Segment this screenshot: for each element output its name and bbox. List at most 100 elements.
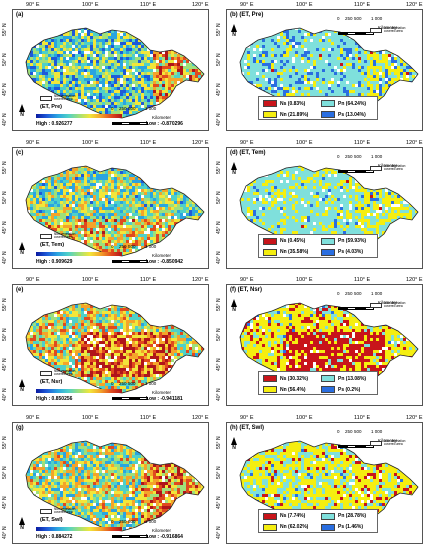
latitude-label: 45° N bbox=[2, 83, 8, 96]
north-label: N bbox=[232, 169, 236, 176]
scale-tick: 1 000 bbox=[371, 428, 383, 434]
colorbar-high-label: High : 0.909629 bbox=[36, 258, 73, 265]
significance-legend: Ns (0.83%) Pn (64.24%) Nn (21.89%) Ps (13.0… bbox=[258, 96, 378, 120]
map-canvas bbox=[25, 302, 205, 394]
non-vegetation-legend-swatch bbox=[40, 96, 52, 101]
north-label: N bbox=[20, 249, 24, 256]
legend-label-nn: Nn (35.58%) bbox=[280, 249, 309, 255]
longitude-label: 90° E bbox=[240, 414, 254, 421]
legend-label-pn: Pn (59.93%) bbox=[338, 238, 367, 244]
map-canvas bbox=[25, 27, 205, 119]
longitude-label: 90° E bbox=[26, 139, 40, 146]
scale-tick: 1 000 bbox=[371, 291, 383, 296]
latitude-label: 50° N bbox=[2, 190, 8, 204]
scale-tick: 250 bbox=[119, 243, 127, 249]
colorbar bbox=[36, 389, 122, 393]
longitude-label: 100° E bbox=[296, 2, 313, 8]
latitude-label: 55° N bbox=[216, 435, 222, 449]
scale-bar bbox=[338, 22, 374, 35]
legend-label-ps: Ps (0.2%) bbox=[338, 386, 361, 393]
legend-swatch-pn bbox=[321, 100, 335, 107]
scale-tick: 500 bbox=[128, 518, 136, 524]
colorbar bbox=[36, 526, 122, 531]
map-panel-left: 90° E 100° E 110° E 120° E 55° N 50° N 45° N 40… bbox=[0, 275, 214, 412]
legend-item-ns: Ns (7.74%) bbox=[263, 512, 306, 520]
legend-swatch-ps bbox=[321, 248, 335, 256]
legend-label-pn: Pn (28.78%) bbox=[338, 513, 367, 519]
scale-tick: 500 bbox=[354, 153, 362, 159]
map-panel-right: 90° E 100° E 110° E 120° E 55° N 50° N 45° N 40… bbox=[214, 0, 428, 137]
latitude-label: 45° N bbox=[216, 495, 222, 509]
map-panel-left: 90° E 100° E 110° E 120° E 55° N 50° N 45° N 40… bbox=[0, 0, 214, 137]
panel-label: (b) (ET, Pre) bbox=[230, 12, 264, 18]
latitude-label: 45° N bbox=[216, 358, 222, 371]
longitude-label: 100° E bbox=[296, 139, 313, 146]
significance-legend: Ns (7.74%) Pn (28.78%) Nn (62.02%) Ps (1.46… bbox=[258, 508, 378, 533]
map-panel-left: 90° E 100° E 110° E 120° E 55° N 50° N 45° N 40… bbox=[0, 413, 214, 550]
longitude-label: 100° E bbox=[82, 414, 99, 421]
colorbar-high-label: High : 0.884272 bbox=[36, 533, 73, 540]
scale-bar bbox=[338, 160, 374, 173]
longitude-label: 120° E bbox=[406, 139, 423, 146]
longitude-label: 90° E bbox=[240, 139, 254, 146]
latitude-label: 50° N bbox=[216, 53, 222, 66]
panel-subtitle: (ET, Pre) bbox=[40, 104, 63, 110]
north-arrow-icon: N bbox=[230, 24, 238, 38]
non-vegetation-legend-label: Non vegetation covered area bbox=[384, 26, 406, 34]
scale-tick: 0 bbox=[337, 428, 340, 434]
scale-tick: 250 bbox=[345, 291, 353, 296]
map-panel-right: 90° E 100° E 110° E 120° E 55° N 50° N 45° N 40… bbox=[214, 413, 428, 550]
legend-swatch-nn bbox=[263, 523, 277, 531]
map-frame bbox=[12, 146, 209, 269]
north-label: N bbox=[20, 524, 24, 531]
map-frame bbox=[12, 9, 209, 131]
longitude-label: 110° E bbox=[354, 277, 371, 283]
latitude-label: 40° N bbox=[2, 250, 8, 264]
panel-label: (d) (ET, Tem) bbox=[230, 149, 266, 156]
scale-tick: 1 000 bbox=[145, 381, 157, 386]
non-vegetation-legend-swatch bbox=[370, 165, 382, 171]
scale-tick: 0 bbox=[111, 381, 114, 386]
non-vegetation-legend-label: Non vegetation covered area bbox=[54, 369, 76, 377]
latitude-label: 55° N bbox=[2, 298, 8, 311]
legend-item-pn: Pn (64.24%) bbox=[321, 100, 366, 107]
non-vegetation-legend-swatch bbox=[370, 303, 382, 308]
longitude-label: 100° E bbox=[82, 277, 99, 283]
legend-swatch-ps bbox=[321, 523, 335, 531]
colorbar-high-label: High : 0.926277 bbox=[36, 121, 73, 127]
longitude-label: 120° E bbox=[192, 277, 209, 283]
legend-label-ps: Ps (4.03%) bbox=[338, 249, 364, 255]
scale-bar bbox=[338, 435, 374, 448]
scale-unit-label: Kilometer bbox=[378, 162, 398, 168]
legend-item-pn: Pn (13.08%) bbox=[321, 375, 366, 382]
scale-unit-label: Kilometer bbox=[152, 115, 172, 120]
latitude-label: 40° N bbox=[2, 388, 8, 401]
map-panel-left: 90° E 100° E 110° E 120° E 55° N 50° N 45° N 40… bbox=[0, 138, 214, 275]
legend-swatch-nn bbox=[263, 111, 277, 118]
map-canvas bbox=[25, 165, 205, 256]
longitude-label: 100° E bbox=[82, 139, 99, 146]
scale-tick: 0 bbox=[337, 291, 340, 296]
legend-swatch-nn bbox=[263, 248, 277, 256]
latitude-label: 45° N bbox=[216, 83, 222, 96]
map-panel-right: 90° E 100° E 110° E 120° E 55° N 50° N 45° N 40… bbox=[214, 138, 428, 275]
panel-label: (f) (ET, Nsr) bbox=[230, 287, 262, 293]
non-vegetation-legend-swatch bbox=[40, 508, 52, 514]
legend-label-ns: Ns (0.83%) bbox=[280, 100, 306, 107]
legend-label-ns: Ns (7.74%) bbox=[280, 513, 306, 519]
latitude-label: 55° N bbox=[216, 23, 222, 36]
colorbar-low-label: Low : -0.870296 bbox=[146, 121, 183, 127]
longitude-label: 90° E bbox=[240, 2, 254, 8]
latitude-label: 45° N bbox=[2, 495, 8, 509]
latitude-label: 50° N bbox=[216, 190, 222, 204]
latitude-label: 40° N bbox=[216, 525, 222, 539]
scale-tick: 250 bbox=[119, 518, 127, 524]
panel-label: (g) bbox=[16, 424, 24, 431]
latitude-label: 40° N bbox=[216, 113, 222, 126]
latitude-label: 45° N bbox=[2, 220, 8, 234]
longitude-label: 90° E bbox=[26, 414, 40, 421]
significance-legend: Ns (30.32%) Pn (13.08%) Nn (56.4%) Ps (0.2%… bbox=[258, 371, 378, 395]
scale-tick: 500 bbox=[354, 16, 362, 21]
map-frame bbox=[226, 284, 423, 406]
latitude-label: 45° N bbox=[2, 358, 8, 371]
